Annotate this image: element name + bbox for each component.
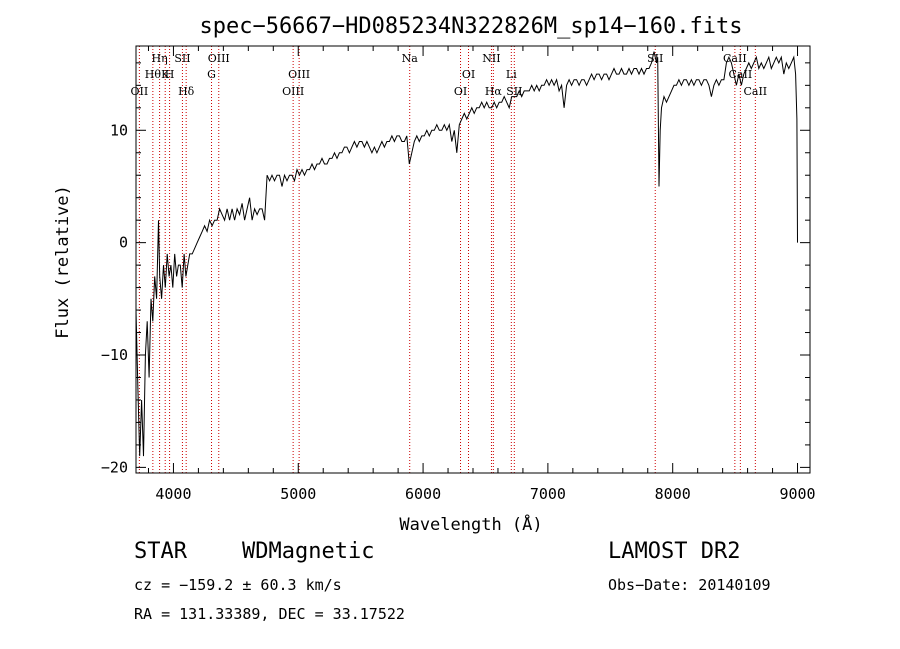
line-marker-label: SII [506, 85, 522, 98]
tick-labels: 4000 5000 6000 7000 8000 9000 −20 −10 0 10 [101, 121, 816, 503]
x-tick-label: 9000 [779, 485, 815, 503]
line-marker-label: OII [131, 85, 149, 98]
x-tick-label: 4000 [155, 485, 191, 503]
line-marker-label: Hθ [145, 68, 162, 81]
line-marker-label: OI [454, 85, 467, 98]
y-axis-label: Flux (relative) [53, 185, 73, 339]
line-marker-label: OIII [282, 85, 304, 98]
x-axis-label: Wavelength (Å) [399, 513, 542, 535]
redshift-cz: cz = −159.2 ± 60.3 km/s [134, 576, 342, 594]
object-subclass: WDMagnetic [242, 539, 375, 564]
line-marker-label: SII [647, 52, 663, 65]
x-tick-label: 7000 [530, 485, 566, 503]
line-marker-labels: OII Hθ Hη KH SII Hδ G OIII OIII OIII Na OI OI NII HαLi… [131, 52, 768, 98]
line-marker-label: CaII [743, 85, 767, 98]
line-marker-label: K [161, 68, 170, 81]
line-marker-label: Hα [485, 85, 503, 98]
line-marker-label: Hη [151, 52, 167, 65]
line-marker-label: Na [402, 52, 419, 65]
ra-dec-coordinates: RA = 131.33389, DEC = 33.17522 [134, 605, 405, 623]
survey-name: LAMOST DR2 [608, 539, 741, 564]
line-marker-label: H [165, 68, 175, 81]
line-marker-label: SII [174, 52, 190, 65]
line-marker-label: CaII [729, 68, 753, 81]
line-marker-label: CaII [723, 52, 747, 65]
line-marker-label: Hδ [178, 85, 195, 98]
line-marker-label: G [207, 68, 216, 81]
chart-title: spec−56667−HD085234N322826M_sp14−160.fit… [199, 14, 742, 39]
line-marker-label: NII [482, 52, 500, 65]
y-tick-label: −20 [101, 458, 128, 476]
plot-axes [135, 45, 811, 474]
line-markers [138, 46, 756, 473]
object-class: STAR [134, 539, 187, 564]
x-tick-label: 5000 [280, 485, 316, 503]
y-tick-label: −10 [101, 346, 128, 364]
line-marker-label: OIII [288, 68, 310, 81]
x-tick-label: 8000 [655, 485, 691, 503]
line-marker-label: OI [462, 68, 475, 81]
y-tick-label: 0 [119, 234, 128, 252]
x-tick-label: 6000 [405, 485, 441, 503]
y-tick-label: 10 [110, 121, 128, 139]
line-marker-label: Li [506, 68, 517, 81]
line-marker-label: OIII [208, 52, 230, 65]
spectrum-series [135, 51, 798, 457]
observation-date: Obs−Date: 20140109 [608, 576, 771, 594]
spectrum-line [135, 51, 798, 457]
